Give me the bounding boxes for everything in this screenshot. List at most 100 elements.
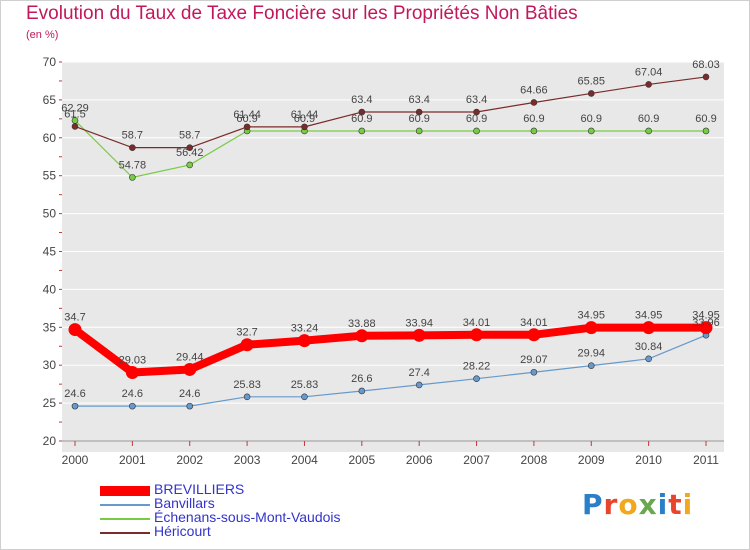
data-label: 61.44 xyxy=(233,109,261,121)
data-point-banvillars xyxy=(186,402,194,410)
data-label: 60.9 xyxy=(236,113,257,125)
data-label: 30.84 xyxy=(635,341,663,353)
data-label: 25.83 xyxy=(233,379,261,391)
data-point-brevilliers xyxy=(183,362,197,376)
data-label: 60.9 xyxy=(351,113,372,125)
y-tick-label: 40 xyxy=(43,282,57,296)
plot-area xyxy=(62,62,724,452)
data-label: 62.29 xyxy=(61,102,89,114)
data-label: 29.07 xyxy=(520,354,548,366)
data-point-echenans-sous-mont-vaudois xyxy=(702,127,710,135)
data-point-hericourt xyxy=(530,99,538,106)
data-point-brevilliers xyxy=(584,321,598,335)
data-label: 34.01 xyxy=(520,317,548,329)
data-point-banvillars xyxy=(587,362,595,369)
data-point-hericourt xyxy=(243,123,251,131)
data-label: 63.4 xyxy=(466,94,487,106)
data-point-echenans-sous-mont-vaudois xyxy=(473,127,480,135)
data-point-banvillars xyxy=(243,393,251,401)
y-tick-label: 70 xyxy=(43,55,57,69)
data-label: 33.96 xyxy=(692,317,720,329)
data-label: 34.95 xyxy=(635,310,663,322)
data-label: 34.95 xyxy=(692,310,720,322)
data-point-banvillars xyxy=(129,402,136,410)
data-label: 24.6 xyxy=(64,388,85,400)
data-point-hericourt xyxy=(702,73,710,81)
data-label: 28.22 xyxy=(463,361,491,373)
x-tick-label: 2005 xyxy=(348,453,375,467)
x-tick-label: 2009 xyxy=(578,453,605,467)
data-label: 61.44 xyxy=(291,109,319,121)
data-label: 34.7 xyxy=(64,312,85,324)
data-point-banvillars xyxy=(530,368,538,376)
x-tick-label: 2002 xyxy=(176,453,203,467)
y-tick-label: 55 xyxy=(43,169,57,183)
y-tick-label: 30 xyxy=(43,358,57,372)
data-label: 68.03 xyxy=(692,59,720,71)
x-tick-label: 2008 xyxy=(521,453,548,467)
data-point-banvillars xyxy=(645,355,652,363)
data-label: 58.7 xyxy=(122,130,143,142)
data-point-hericourt xyxy=(473,108,480,116)
data-label: 63.4 xyxy=(351,94,372,106)
chart-subtitle: (en %) xyxy=(26,29,59,41)
data-point-hericourt xyxy=(129,144,136,151)
x-tick-label: 2011 xyxy=(693,453,719,467)
data-point-banvillars xyxy=(71,402,79,410)
data-point-brevilliers xyxy=(355,329,369,343)
legend-label-hericourt: Héricourt xyxy=(154,523,211,539)
data-label: 33.94 xyxy=(405,317,433,329)
data-label: 33.88 xyxy=(348,318,376,330)
x-tick-label: 2010 xyxy=(635,453,662,467)
data-label: 64.66 xyxy=(520,84,548,96)
data-point-hericourt xyxy=(71,123,79,130)
data-point-brevilliers xyxy=(470,328,484,342)
x-tick-label: 2001 xyxy=(119,453,146,467)
data-point-banvillars xyxy=(301,393,308,401)
data-point-hericourt xyxy=(645,81,652,88)
legend-swatch-hericourt xyxy=(100,532,150,534)
data-point-echenans-sous-mont-vaudois xyxy=(415,127,423,135)
legend-swatch-brevilliers xyxy=(100,486,150,496)
data-point-hericourt xyxy=(358,108,366,116)
data-point-banvillars xyxy=(473,375,480,382)
data-point-hericourt xyxy=(415,108,423,116)
data-point-brevilliers xyxy=(297,334,311,348)
legend-label-banvillars: Banvillars xyxy=(154,495,215,511)
data-point-banvillars xyxy=(358,387,366,395)
data-label: 60.9 xyxy=(466,113,487,125)
data-point-banvillars xyxy=(415,381,423,389)
data-label: 24.6 xyxy=(179,388,200,400)
data-label: 29.03 xyxy=(119,355,147,367)
data-point-echenans-sous-mont-vaudois xyxy=(587,127,595,135)
data-label: 60.9 xyxy=(695,113,716,125)
data-label: 60.9 xyxy=(294,113,315,125)
data-point-echenans-sous-mont-vaudois xyxy=(358,127,366,135)
data-label: 60.9 xyxy=(523,113,544,125)
data-point-hericourt xyxy=(186,144,194,151)
legend-label-brevilliers: BREVILLIERS xyxy=(154,481,245,497)
x-tick-label: 2004 xyxy=(291,453,318,467)
data-label: 33.24 xyxy=(291,323,319,335)
data-point-hericourt xyxy=(587,90,595,97)
data-label: 67.04 xyxy=(635,66,663,78)
data-point-echenans-sous-mont-vaudois xyxy=(129,174,136,181)
y-tick-label: 35 xyxy=(43,320,57,334)
data-label: 27.4 xyxy=(408,367,429,379)
data-label: 29.94 xyxy=(578,348,606,360)
data-label: 34.95 xyxy=(578,310,606,322)
data-label: 32.7 xyxy=(236,327,257,339)
data-label: 26.6 xyxy=(351,373,372,385)
x-tick-label: 2006 xyxy=(406,453,433,467)
data-point-hericourt xyxy=(301,123,308,131)
data-label: 25.83 xyxy=(291,379,319,391)
y-tick-label: 65 xyxy=(43,93,57,107)
data-point-echenans-sous-mont-vaudois xyxy=(530,127,538,135)
data-label: 54.78 xyxy=(119,159,147,171)
series-line-banvillars xyxy=(75,334,707,407)
x-tick-label: 2003 xyxy=(234,453,261,467)
data-label: 60.9 xyxy=(581,113,602,125)
data-point-brevilliers xyxy=(68,323,82,337)
series-line-brevilliers xyxy=(72,323,706,377)
data-label: 60.9 xyxy=(638,113,659,125)
